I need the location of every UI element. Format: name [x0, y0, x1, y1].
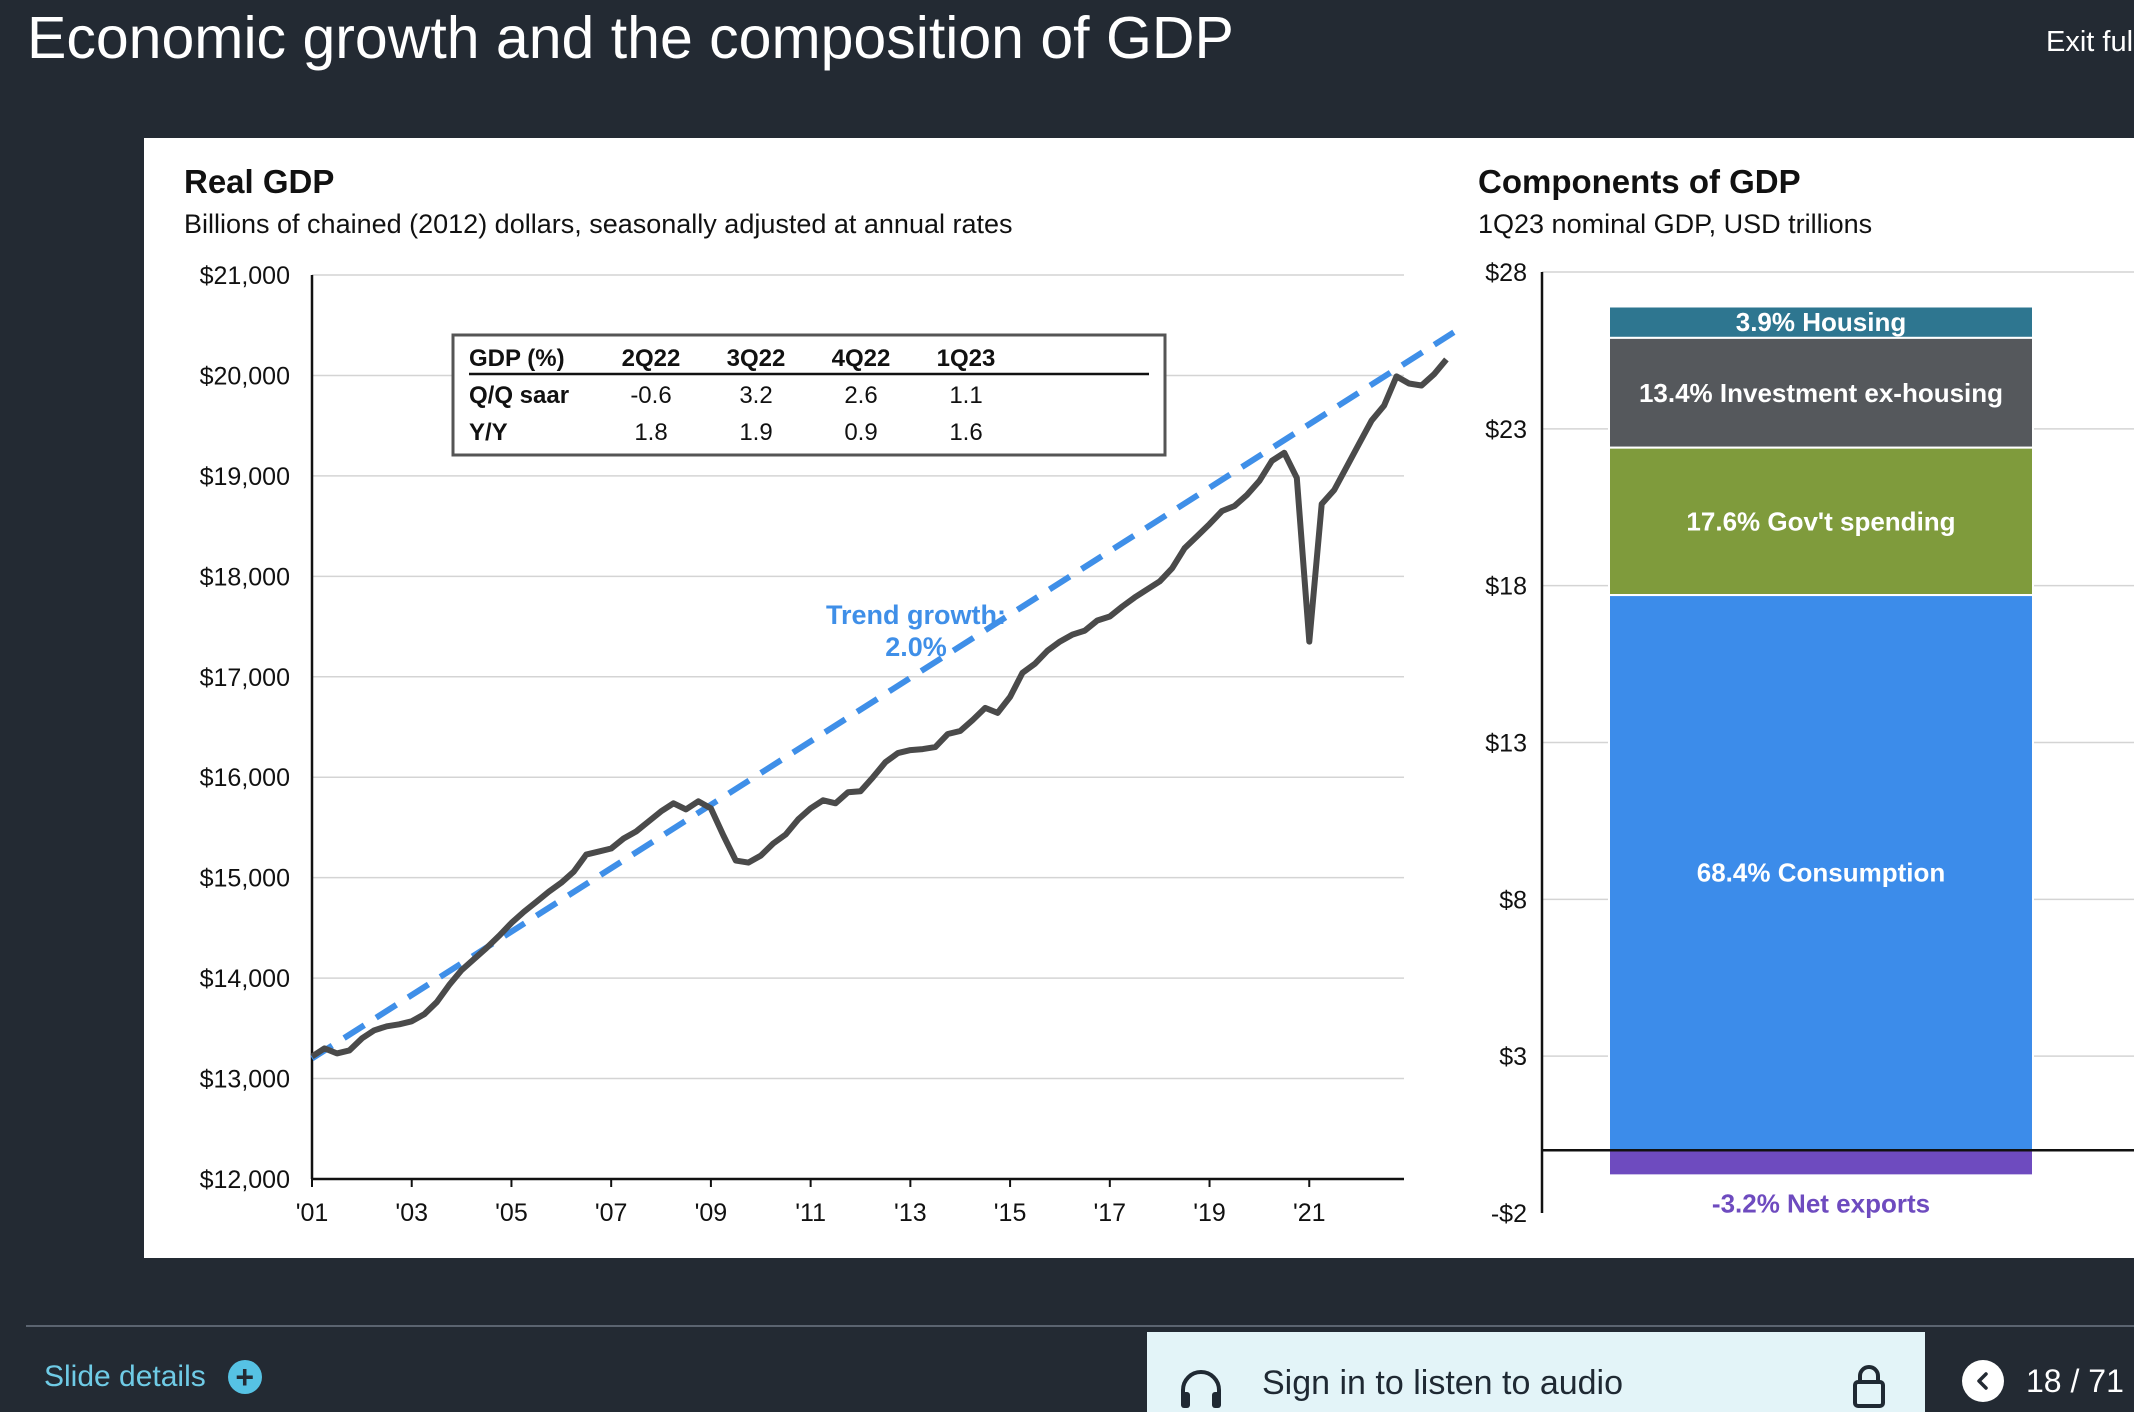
bar-chart-y-tick-label: $23 [1485, 416, 1527, 444]
page-indicator: 18 / 71 [2026, 1362, 2124, 1399]
chart-canvas: Real GDP Billions of chained (2012) dolla… [184, 163, 2134, 1228]
line-chart-y-tick-label: $17,000 [200, 664, 290, 692]
investment-label: 13.4% Investment ex-housing [1639, 378, 2003, 408]
line-chart-x-tick-label: '13 [894, 1199, 927, 1227]
line-chart-y-tick-label: $15,000 [200, 865, 290, 893]
line-chart-x-tick-label: '07 [595, 1199, 628, 1227]
line-chart-x-tick-label: '21 [1293, 1199, 1326, 1227]
consumption-label: 68.4% Consumption [1697, 858, 1945, 888]
gdp-table-header: 4Q22 [832, 345, 891, 372]
gdp-table-cell: 3.2 [739, 382, 772, 409]
plus-icon: + [227, 1360, 262, 1394]
slide-panel: Real GDP Billions of chained (2012) dolla… [144, 138, 2134, 1258]
line-chart-x-tick-label: '19 [1193, 1199, 1226, 1227]
line-chart-y-tick-label: $21,000 [200, 262, 290, 290]
line-chart-y-tick-label: $14,000 [200, 965, 290, 993]
gdp-table-header: 1Q23 [937, 345, 996, 372]
housing-label: 3.9% Housing [1736, 307, 1906, 337]
line-chart-x-tick-label: '05 [495, 1199, 528, 1227]
gdp-table-cell: 2.6 [844, 382, 877, 409]
line-chart-x-tick-label: '15 [994, 1199, 1027, 1227]
slide-title: Economic growth and the composition of G… [27, 5, 1234, 71]
line-chart-y-tick-label: $19,000 [200, 463, 290, 491]
line-chart-y-tick-label: $13,000 [200, 1066, 290, 1094]
gdp-table-cell: 1.1 [949, 382, 982, 409]
line-chart-x-tick-label: '09 [695, 1199, 728, 1227]
gdp-table-cell: Y/Y [469, 419, 508, 446]
bar-chart-y-tick-label: $18 [1485, 573, 1527, 601]
line-chart-y-tick-label: $16,000 [200, 764, 290, 792]
bar-chart-y-tick-label: $28 [1485, 259, 1527, 287]
real-gdp-line [310, 357, 1449, 1060]
investment-segment [1608, 336, 2034, 449]
gdp-table-cell: 1.6 [949, 419, 982, 446]
gov-spending-label: 17.6% Gov't spending [1686, 506, 1955, 536]
slide-pager: 18 / 71 [1962, 1360, 2124, 1402]
bar-chart-title: Components of GDP [1478, 163, 1801, 200]
line-chart-y-tick-label: $12,000 [200, 1166, 290, 1194]
line-chart-x-tick-label: '01 [296, 1199, 329, 1227]
previous-slide-button[interactable] [1962, 1360, 2004, 1402]
slide-details-label: Slide details [44, 1360, 206, 1393]
line-chart-title: Real GDP [184, 163, 334, 200]
chevron-left-icon [1977, 1372, 1988, 1390]
slide-details-button[interactable]: Slide details + [44, 1360, 262, 1394]
gdp-table-cell: -0.6 [630, 382, 671, 409]
gdp-table-cell: 1.9 [739, 419, 772, 446]
gdp-table-header: GDP (%) [469, 345, 565, 372]
gdp-table-header: 2Q22 [622, 345, 681, 372]
consumption-segment [1608, 594, 2034, 1152]
gov-spending-segment [1608, 446, 2034, 597]
line-chart-y-tick-label: $20,000 [200, 362, 290, 390]
line-chart-subtitle: Billions of chained (2012) dollars, seas… [184, 209, 1013, 239]
line-chart-x-tick-label: '17 [1094, 1199, 1127, 1227]
gdp-table-cell: 0.9 [844, 419, 877, 446]
gdp-table-header: 3Q22 [727, 345, 786, 372]
bar-chart-y-tick-label: $3 [1499, 1043, 1527, 1071]
gdp-table-cell: 1.8 [634, 419, 667, 446]
trend-growth-label: Trend growth: [826, 600, 1006, 630]
lock-icon [1853, 1365, 1885, 1408]
net-exports-label: -3.2% Net exports [1712, 1188, 1930, 1218]
bar-chart-y-tick-label: $13 [1485, 730, 1527, 758]
audio-signin-label: Sign in to listen to audio [1262, 1364, 1624, 1402]
net-exports-segment [1608, 1149, 2034, 1177]
bar-chart-y-tick-label: -$2 [1491, 1200, 1527, 1228]
line-chart-y-tick-label: $18,000 [200, 563, 290, 591]
housing-segment [1608, 305, 2034, 339]
trend-growth-value: 2.0% [885, 632, 947, 662]
exit-fullscreen-button[interactable]: Exit full [2046, 26, 2134, 58]
gdp-table-frame [451, 333, 1167, 457]
divider [26, 1325, 2134, 1327]
line-chart-x-tick-label: '03 [395, 1199, 428, 1227]
gdp-table-cell: Q/Q saar [469, 382, 569, 409]
headphones-icon [1181, 1370, 1221, 1408]
bar-chart-subtitle: 1Q23 nominal GDP, USD trillions [1478, 209, 1872, 239]
bar-chart-y-tick-label: $8 [1499, 886, 1527, 914]
line-chart-x-tick-label: '11 [795, 1199, 826, 1227]
audio-signin-bar[interactable]: Sign in to listen to audio [1147, 1332, 1925, 1412]
